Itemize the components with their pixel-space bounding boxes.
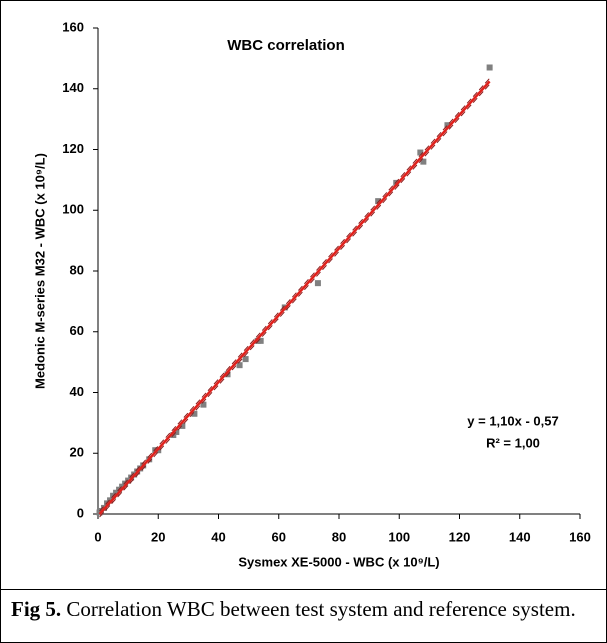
caption-label: Fig 5. [11,597,62,621]
x-tick-label: 100 [388,529,410,544]
scatter-point [444,122,451,129]
x-axis-label: Sysmex XE-5000 - WBC (x 10⁹/L) [238,554,439,569]
scatter-point [257,337,264,344]
confidence-line [99,78,490,512]
scatter-point [119,483,126,490]
y-axis-label: Medonic M-series M32 - WBC (x 10⁹/L) [32,153,47,389]
y-tick-label: 100 [62,202,84,217]
y-tick-label: 80 [70,262,84,277]
scatter-point [173,428,180,435]
x-tick-label: 120 [449,529,471,544]
y-tick-label: 0 [77,505,84,520]
x-tick-label: 20 [151,529,165,544]
x-tick-label: 60 [272,529,286,544]
scatter-point [236,362,243,369]
y-tick-label: 20 [70,445,84,460]
annotation: y = 1,10x - 0,57 [467,413,558,428]
y-tick-label: 120 [62,141,84,156]
y-tick-label: 140 [62,80,84,95]
scatter-point [420,158,427,165]
scatter-point [224,371,231,378]
x-tick-label: 160 [569,529,591,544]
scatter-point [113,489,120,496]
scatter-point [179,422,186,429]
scatter-point [200,401,207,408]
chart-title: WBC correlation [227,37,345,54]
confidence-line [99,84,490,518]
y-tick-label: 40 [70,384,84,399]
x-tick-label: 40 [211,529,225,544]
scatter-point [242,356,249,363]
x-tick-label: 80 [332,529,346,544]
scatter-point [417,149,424,156]
scatter-point [375,198,382,205]
caption-text: Correlation WBC between test system and … [66,597,576,621]
trendline [98,80,491,515]
scatter-point [107,497,114,504]
scatter-point [314,280,321,287]
y-tick-label: 160 [62,19,84,34]
caption: Fig 5. Correlation WBC between test syst… [1,589,606,622]
x-tick-label: 0 [94,529,101,544]
scatter-point [122,480,129,487]
chart: WBC correlation Sysmex XE-5000 - WBC (x … [32,19,591,569]
scatter-point [152,447,159,454]
annotation: R² = 1,00 [486,435,540,450]
scatter-point [254,337,261,344]
scatter-point [486,64,493,71]
scatter-point [393,179,400,186]
y-tick-label: 60 [70,323,84,338]
x-tick-label: 140 [509,529,531,544]
scatter-point [191,410,198,417]
